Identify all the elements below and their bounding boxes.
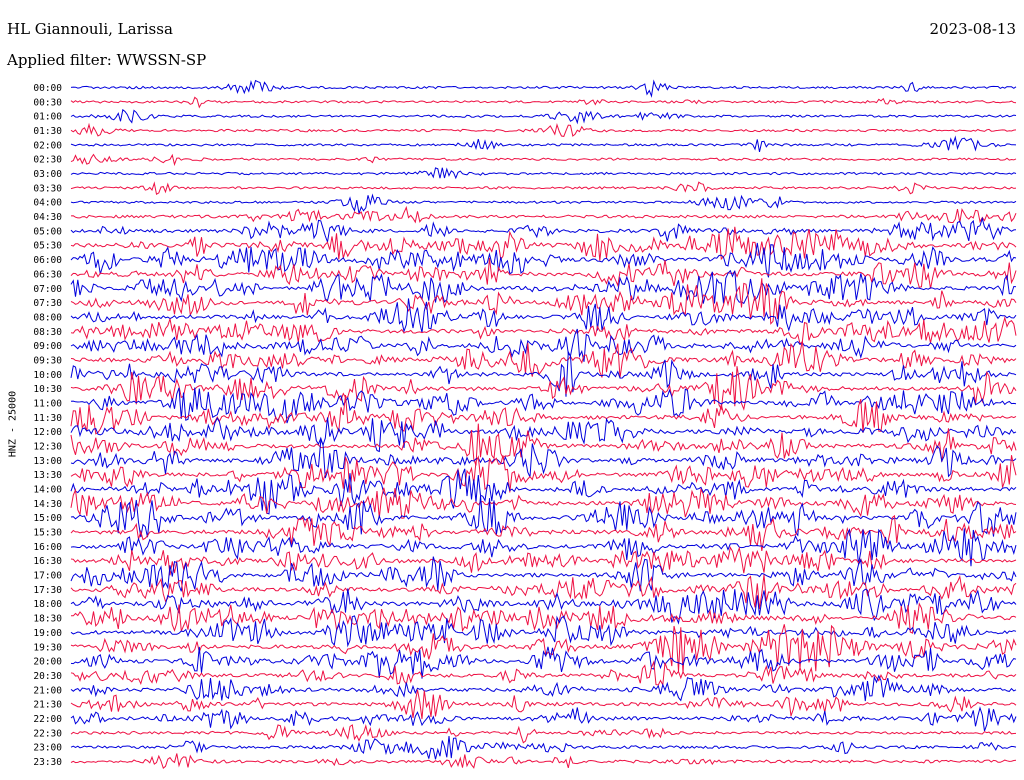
trace-row [70,181,1017,195]
row-time-label: 03:00 [33,169,62,180]
row-time-label: 13:00 [33,456,62,467]
date-label: 2023-08-13 [929,20,1016,38]
trace-row [70,153,1017,167]
trace-row [70,96,1017,109]
row-time-label: 12:00 [33,427,62,438]
trace-row [70,514,1017,551]
trace-row [70,724,1017,744]
trace-row [70,387,1017,424]
row-time-label: 11:30 [33,413,62,424]
row-time-label: 22:00 [33,714,62,725]
row-time-label: 10:30 [33,384,62,395]
trace-row [70,546,1017,576]
row-time-label: 19:30 [33,642,62,653]
trace-row [70,167,1017,180]
trace-row [70,487,1017,519]
row-time-label: 04:30 [33,212,62,223]
trace-row [70,350,1017,397]
trace-row [70,298,1017,334]
trace-row [70,340,1017,379]
row-time-label: 15:00 [33,513,62,524]
trace-row [70,624,1017,674]
trace-row [70,269,1017,305]
station-title: HL Giannouli, Larissa [7,20,173,38]
row-time-label: 16:00 [33,542,62,553]
trace-row [70,417,1017,453]
trace-row [70,753,1017,769]
trace-row [70,205,1017,224]
trace-row [70,315,1017,345]
trace-row [70,366,1017,411]
trace-row [70,278,1017,325]
row-time-label: 01:30 [33,126,62,137]
row-time-label: 11:00 [33,398,62,409]
row-time-label: 20:30 [33,671,62,682]
row-time-label: 12:30 [33,442,62,453]
row-time-label: 13:30 [33,470,62,481]
trace-row [70,438,1017,479]
row-time-label: 18:30 [33,614,62,625]
trace-row [70,226,1017,261]
filter-label: Applied filter: WWSSN-SP [7,51,207,69]
trace-row [70,646,1017,679]
row-time-label: 15:30 [33,528,62,539]
row-time-label: 18:00 [33,599,62,610]
row-time-label: 14:00 [33,485,62,496]
row-time-label: 17:30 [33,585,62,596]
trace-row [70,193,1017,214]
trace-row [70,135,1017,153]
row-time-label: 08:00 [33,312,62,323]
row-time-label: 00:00 [33,83,62,94]
row-time-label: 08:30 [33,327,62,338]
trace-row [70,495,1017,538]
row-time-label: 01:00 [33,112,62,123]
row-time-label: 05:30 [33,241,62,252]
row-time-label: 20:00 [33,657,62,668]
row-time-label: 23:30 [33,757,62,768]
trace-row [70,615,1017,648]
row-time-label: 02:30 [33,155,62,166]
row-time-label: 07:00 [33,284,62,295]
row-time-label: 03:30 [33,183,62,194]
row-time-label: 09:30 [33,355,62,366]
row-time-label: 00:30 [33,97,62,108]
row-time-label: 21:30 [33,700,62,711]
row-time-label: 10:00 [33,370,62,381]
trace-row [70,108,1017,125]
trace-row [70,574,1017,609]
row-time-label: 06:00 [33,255,62,266]
row-time-label: 22:30 [33,728,62,739]
trace-row [70,257,1017,289]
trace-row [70,602,1017,634]
trace-row [70,455,1017,493]
trace-row [70,689,1017,720]
trace-row [70,122,1017,137]
row-time-label: 23:00 [33,743,62,754]
trace-row [70,556,1017,592]
row-time-label: 14:30 [33,499,62,510]
trace-row [70,468,1017,515]
trace-row [70,328,1017,362]
trace-row [70,395,1017,435]
row-time-label: 19:00 [33,628,62,639]
row-time-label: 16:30 [33,556,62,567]
row-time-label: 07:30 [33,298,62,309]
row-time-label: 09:00 [33,341,62,352]
row-time-label: 05:00 [33,226,62,237]
trace-row [70,216,1017,244]
row-time-label: 04:00 [33,198,62,209]
trace-row [70,660,1017,687]
row-time-label: 17:00 [33,571,62,582]
trace-row [70,735,1017,760]
row-time-label: 06:30 [33,269,62,280]
trace-row [70,242,1017,278]
row-time-label: 21:00 [33,685,62,696]
row-time-label: 02:00 [33,140,62,151]
trace-row [70,706,1017,732]
trace-row [70,423,1017,466]
trace-row [70,79,1017,98]
trace-row [70,588,1017,625]
trace-row [70,674,1017,702]
